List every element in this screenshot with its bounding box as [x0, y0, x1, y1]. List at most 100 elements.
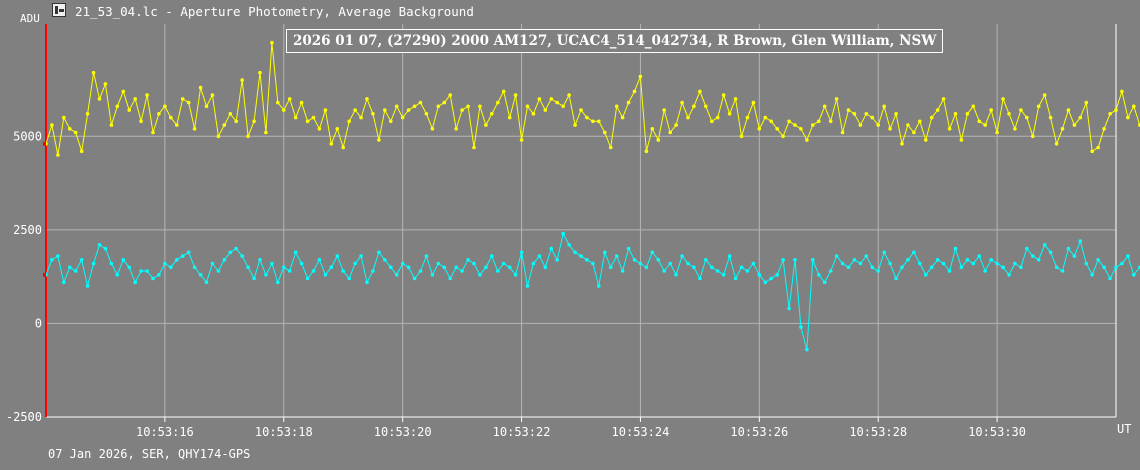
data-point	[650, 250, 655, 255]
data-point	[418, 100, 423, 105]
data-point	[656, 258, 661, 262]
series-start-marker	[43, 272, 46, 277]
data-point	[198, 85, 203, 90]
data-point	[608, 265, 613, 270]
data-point	[359, 115, 363, 120]
data-point	[180, 254, 185, 258]
data-point	[371, 269, 375, 273]
data-point	[656, 138, 661, 142]
data-point	[317, 127, 322, 131]
data-point	[828, 119, 833, 124]
data-point	[258, 70, 262, 75]
data-point	[109, 261, 114, 266]
data-point	[103, 82, 108, 86]
data-point	[953, 246, 958, 251]
data-point	[906, 123, 910, 127]
data-point	[751, 261, 756, 266]
data-point	[287, 97, 292, 101]
data-point	[97, 243, 102, 247]
data-point	[216, 134, 221, 139]
data-point	[175, 123, 179, 127]
data-point	[947, 269, 952, 273]
data-point	[436, 104, 441, 109]
data-point	[870, 265, 875, 270]
data-point	[727, 254, 732, 258]
data-point	[519, 250, 524, 255]
data-point	[1132, 273, 1136, 277]
data-point	[311, 115, 316, 120]
data-point	[591, 119, 595, 124]
data-point	[1102, 265, 1106, 270]
data-point	[805, 347, 809, 352]
data-point	[1126, 115, 1130, 120]
data-point	[204, 104, 209, 109]
data-point	[739, 134, 744, 139]
data-point	[341, 269, 346, 273]
data-point	[353, 108, 357, 112]
data-point	[965, 258, 970, 262]
data-point	[365, 280, 369, 285]
data-point	[293, 250, 298, 255]
data-point	[597, 119, 601, 124]
data-point	[121, 258, 126, 262]
title-bar: 21_53_04.lc - Aperture Photometry, Avera…	[0, 0, 1140, 24]
data-point	[484, 265, 488, 270]
series-line	[45, 42, 1140, 156]
data-point	[282, 265, 286, 270]
data-point	[1126, 254, 1130, 258]
data-point	[519, 138, 524, 142]
data-point	[668, 130, 672, 135]
data-point	[347, 119, 352, 124]
data-point	[109, 123, 114, 127]
data-point	[91, 70, 96, 75]
data-point	[769, 276, 773, 281]
data-point	[1108, 276, 1112, 281]
data-point	[222, 123, 227, 127]
data-point	[389, 119, 393, 124]
data-point	[781, 134, 785, 139]
x-tick-label: 10:53:28	[849, 425, 907, 439]
data-point	[929, 115, 934, 120]
data-point	[406, 108, 411, 112]
data-point	[50, 123, 54, 127]
data-point	[73, 130, 78, 135]
y-tick-label: 0	[35, 316, 42, 330]
data-point	[555, 258, 559, 262]
data-point	[989, 258, 993, 262]
data-point	[537, 97, 542, 101]
data-point	[222, 258, 227, 262]
data-point	[668, 261, 672, 266]
data-point	[977, 119, 982, 124]
data-point	[436, 261, 441, 266]
data-point	[787, 119, 791, 124]
data-point	[745, 115, 750, 120]
data-point	[484, 123, 488, 127]
chart-app-icon[interactable]	[52, 3, 66, 17]
data-point	[228, 112, 233, 116]
data-point	[62, 115, 66, 120]
data-point	[276, 100, 280, 105]
data-point	[478, 104, 482, 109]
data-point	[501, 261, 506, 266]
data-point	[246, 134, 250, 139]
data-point	[852, 258, 857, 262]
data-point	[626, 100, 631, 105]
y-tick-label: -2500	[6, 410, 42, 424]
data-point	[252, 276, 256, 281]
data-point	[240, 78, 244, 82]
data-point	[204, 280, 209, 285]
series-1	[43, 231, 1140, 352]
data-point	[757, 273, 762, 277]
data-point	[828, 269, 833, 273]
data-point	[888, 127, 892, 131]
data-point	[115, 273, 120, 277]
data-point	[989, 108, 993, 112]
data-point	[157, 273, 161, 277]
data-point	[424, 254, 429, 258]
data-point	[79, 258, 84, 262]
data-point	[918, 119, 922, 124]
data-point	[846, 265, 851, 270]
data-point	[971, 261, 976, 266]
data-point	[389, 265, 393, 270]
